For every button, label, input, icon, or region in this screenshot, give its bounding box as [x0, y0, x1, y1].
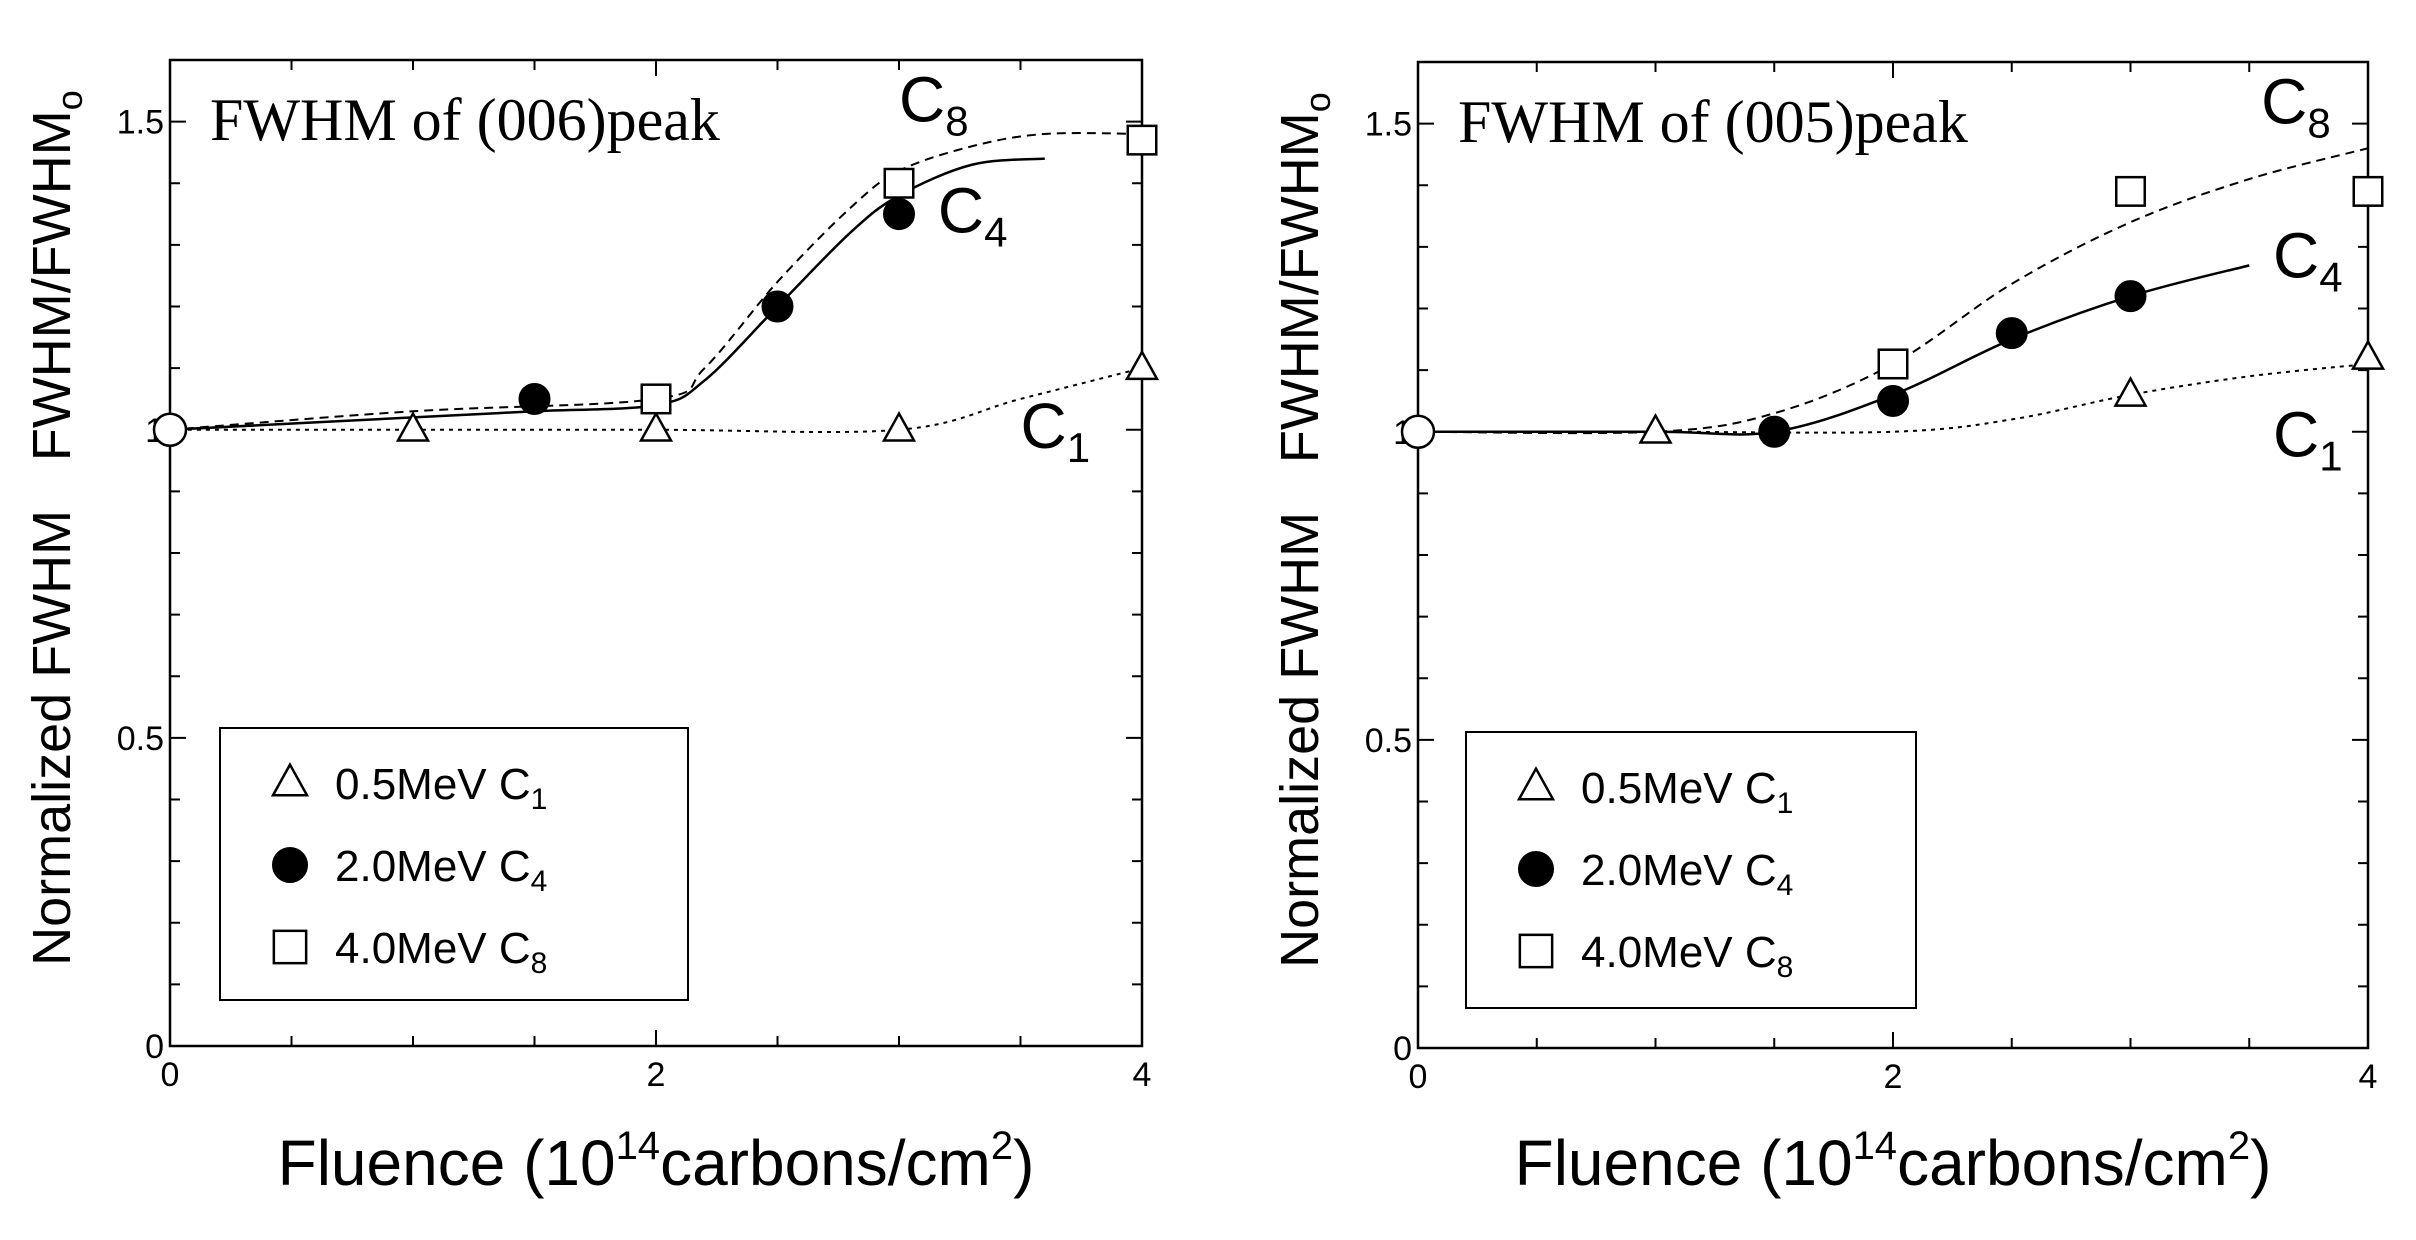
data-point-c8 [1126, 124, 1158, 156]
data-point-c4 [1758, 415, 1791, 448]
series-label-c1: C1 [1021, 390, 1091, 471]
y-tick-label: 0.5 [117, 720, 164, 758]
y-tick-label: 1.5 [117, 104, 164, 142]
x-tick-label: 0 [1409, 1058, 1428, 1096]
data-point-c1 [638, 410, 674, 442]
panel-title: FWHM of (005)peak [1458, 89, 1968, 155]
y-axis-title-normalized: Normalized FWHM [22, 510, 82, 966]
data-point-c4 [1877, 384, 1909, 417]
legend-label-c8: 4.0MeV C8 [1581, 928, 1793, 984]
data-point-c8 [883, 167, 915, 199]
data-point-c8 [640, 383, 672, 415]
y-tick-label: 1.5 [1365, 106, 1412, 144]
legend-marker-c4 [272, 847, 308, 883]
legend-marker-c1 [270, 762, 310, 797]
data-point-c4 [883, 198, 915, 231]
legend-marker-c4 [1518, 851, 1554, 887]
y-tick-label: 0.5 [1365, 722, 1412, 760]
legend-marker-c8 [272, 929, 308, 965]
origin-point [1400, 414, 1436, 449]
data-point-c4 [1995, 317, 2028, 350]
series-line-c4 [169, 157, 1045, 431]
legend-label-c4: 2.0MeV C4 [1581, 846, 1793, 902]
legend-marker-c8 [1518, 933, 1554, 969]
panel-title: FWHM of (006)peak [210, 87, 720, 153]
legend: 0.5MeV C1 2.0MeV C4 4.0MeV C8 [219, 727, 689, 1001]
data-point-c4 [2114, 280, 2147, 313]
x-axis-title: Fluence (1014carbons/cm2) [1515, 1124, 2272, 1199]
legend-label-c1: 0.5MeV C1 [335, 760, 547, 816]
y-tick-label: 0 [1393, 1030, 1412, 1068]
series-label-c8: C8 [899, 64, 969, 145]
x-tick-label: 2 [1884, 1058, 1903, 1096]
origin-point [152, 412, 188, 447]
x-tick-label: 2 [647, 1056, 666, 1094]
legend-label-c1: 0.5MeV C1 [1581, 764, 1793, 820]
data-point-c1 [881, 410, 917, 442]
data-point-c1 [395, 410, 431, 442]
data-point-c8 [2352, 175, 2384, 207]
y-tick-label: 0 [145, 1028, 164, 1066]
series-label-c4: C4 [938, 175, 1008, 256]
series-line-c1 [170, 367, 1143, 434]
x-tick-label: 4 [1133, 1056, 1152, 1094]
series-label-c4: C4 [2273, 220, 2343, 301]
series-label-c1: C1 [2273, 398, 2343, 479]
legend-label-c8: 4.0MeV C8 [335, 924, 547, 980]
data-point-c1 [1638, 412, 1673, 444]
series-line-c8 [1417, 147, 2369, 435]
data-point-c1 [1124, 349, 1160, 381]
data-point-c1 [2350, 339, 2386, 370]
x-axis-title: Fluence (1014carbons/cm2) [278, 1124, 1035, 1199]
series-line-c1 [1418, 362, 2369, 434]
legend: 0.5MeV C1 2.0MeV C4 4.0MeV C8 [1465, 731, 1917, 1009]
y-axis-title-ratio: FWHM/FWHMo [1270, 92, 1338, 463]
data-point-c8 [1877, 348, 1909, 380]
y-axis-title-normalized: Normalized FWHM [1270, 512, 1330, 968]
x-tick-label: 4 [2359, 1058, 2378, 1096]
series-line-c8 [169, 132, 1143, 431]
data-point-c4 [518, 382, 551, 415]
series-label-c8: C8 [2261, 66, 2331, 147]
data-point-c1 [2113, 376, 2148, 407]
data-point-c8 [2115, 175, 2146, 207]
legend-marker-c1 [1516, 766, 1556, 801]
y-axis-title-ratio: FWHM/FWHMo [22, 90, 90, 461]
data-point-c4 [761, 290, 794, 323]
x-tick-label: 0 [161, 1056, 180, 1094]
legend-label-c4: 2.0MeV C4 [335, 842, 547, 898]
